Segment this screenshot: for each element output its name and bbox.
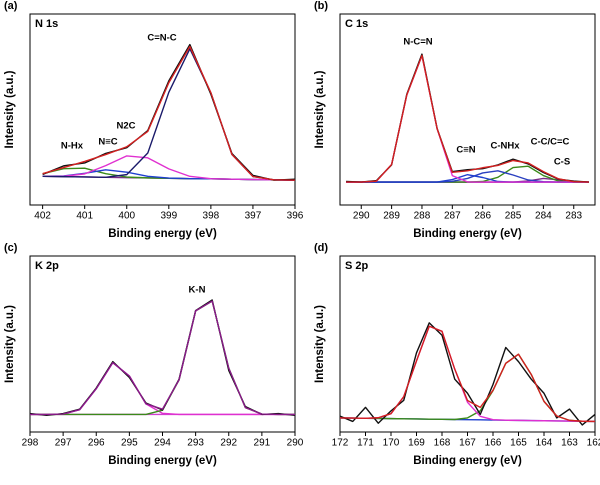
x-tick-label: 294 xyxy=(154,438,171,449)
x-tick-label: 168 xyxy=(434,438,451,449)
x-tick-label: 166 xyxy=(485,438,502,449)
y-axis-label: Intensity (a.u.) xyxy=(314,305,326,383)
y-axis-label: Intensity (a.u.) xyxy=(314,70,326,148)
x-tick-label: 292 xyxy=(220,438,237,449)
plot-frame xyxy=(339,13,596,206)
x-tick-label: 163 xyxy=(561,438,578,449)
x-tick-label: 298 xyxy=(22,438,39,449)
panel-label: (a) xyxy=(4,0,18,12)
curve xyxy=(42,43,296,181)
x-axis-label: Binding energy (eV) xyxy=(413,228,522,240)
x-tick-label: 289 xyxy=(383,211,400,222)
panel-label: (c) xyxy=(4,242,18,254)
curve xyxy=(346,53,589,183)
x-tick-label: 285 xyxy=(505,211,522,222)
curve xyxy=(42,45,296,181)
x-tick-label: 171 xyxy=(357,438,374,449)
x-tick-label: 283 xyxy=(565,211,582,222)
x-tick-label: 396 xyxy=(287,211,304,222)
x-tick-label: 165 xyxy=(510,438,527,449)
curve xyxy=(30,300,295,416)
x-tick-label: 400 xyxy=(118,211,135,222)
x-tick-label: 170 xyxy=(383,438,400,449)
panel-title: S 2p xyxy=(345,260,369,272)
curve xyxy=(339,325,596,423)
y-axis-label: Intensity (a.u.) xyxy=(4,70,16,148)
x-tick-label: 399 xyxy=(160,211,177,222)
x-tick-label: 291 xyxy=(254,438,271,449)
x-tick-label: 162 xyxy=(587,438,600,449)
plot-frame xyxy=(29,13,296,206)
x-tick-label: 172 xyxy=(332,438,349,449)
curve xyxy=(30,300,295,416)
x-tick-label: 290 xyxy=(353,211,370,222)
panel-title: C 1s xyxy=(345,18,368,30)
x-tick-label: 290 xyxy=(287,438,304,449)
plot-frame xyxy=(29,255,296,433)
x-tick-label: 167 xyxy=(459,438,476,449)
x-tick-label: 296 xyxy=(88,438,105,449)
panel-label: (d) xyxy=(314,242,328,254)
x-axis-label: Binding energy (eV) xyxy=(108,455,217,467)
curve xyxy=(29,299,296,416)
x-tick-label: 284 xyxy=(535,211,552,222)
x-tick-label: 164 xyxy=(536,438,553,449)
x-tick-label: 398 xyxy=(203,211,220,222)
x-tick-label: 297 xyxy=(55,438,72,449)
x-tick-label: 397 xyxy=(245,211,262,222)
curve xyxy=(30,361,295,416)
x-tick-label: 402 xyxy=(34,211,51,222)
y-axis-label: Intensity (a.u.) xyxy=(4,305,16,383)
peak-annotation: K-N xyxy=(189,285,206,296)
curve xyxy=(42,155,296,181)
curve xyxy=(346,54,589,183)
panel-title: N 1s xyxy=(35,18,58,30)
peak-annotation: C-C/C=C xyxy=(531,137,570,148)
curve xyxy=(42,48,296,181)
x-tick-label: 286 xyxy=(474,211,491,222)
curve xyxy=(339,322,596,426)
peak-annotation: N2C xyxy=(116,121,135,132)
x-tick-label: 401 xyxy=(76,211,93,222)
peak-annotation: N-Hx xyxy=(61,141,84,152)
peak-annotation: C=N-C xyxy=(147,33,176,44)
peak-annotation: N-C=N xyxy=(403,37,432,48)
peak-annotation: N≡C xyxy=(98,137,117,148)
peak-annotation: C≡N xyxy=(456,145,475,156)
curve xyxy=(346,54,589,183)
curve xyxy=(339,325,596,423)
x-axis-label: Binding energy (eV) xyxy=(413,455,522,467)
plot-frame xyxy=(339,255,596,433)
x-tick-label: 288 xyxy=(414,211,431,222)
x-tick-label: 295 xyxy=(121,438,138,449)
x-tick-label: 287 xyxy=(444,211,461,222)
x-axis-label: Binding energy (eV) xyxy=(108,228,217,240)
x-tick-label: 293 xyxy=(187,438,204,449)
peak-annotation: C-S xyxy=(554,157,570,168)
curve xyxy=(339,353,596,423)
panel-label: (b) xyxy=(314,0,328,12)
x-tick-label: 169 xyxy=(408,438,425,449)
panel-title: K 2p xyxy=(35,260,59,272)
peak-annotation: C-NHx xyxy=(490,141,520,152)
